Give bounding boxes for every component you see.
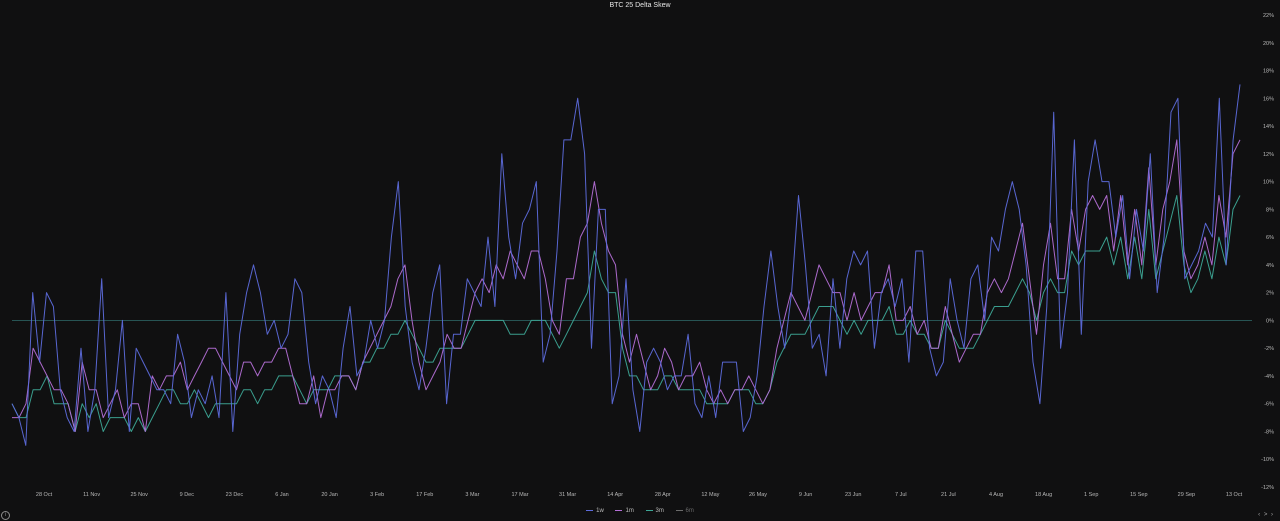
x-tick-label: 25 Nov [130, 492, 148, 498]
legend-label: 1w [596, 507, 604, 514]
y-tick-label: 20% [1263, 41, 1274, 47]
y-tick-label: 12% [1263, 152, 1274, 158]
y-tick-label: 18% [1263, 69, 1274, 75]
x-tick-label: 4 Aug [989, 492, 1003, 498]
y-tick-label: 4% [1266, 263, 1274, 269]
legend-label: 3m [655, 507, 664, 514]
x-tick-label: 11 Nov [83, 492, 100, 498]
x-tick-label: 17 Mar [511, 492, 528, 498]
y-tick-label: -8% [1264, 429, 1274, 435]
legend-item-1m[interactable]: 1m [615, 507, 634, 514]
x-tick-label: 20 Jan [321, 492, 338, 498]
x-tick-label: 18 Aug [1035, 492, 1052, 498]
x-tick-label: 13 Oct [1226, 492, 1243, 498]
x-tick-label: 9 Dec [180, 492, 195, 498]
x-tick-label: 12 May [701, 492, 719, 498]
x-tick-label: 3 Mar [465, 492, 479, 498]
x-tick-label: 1 Sep [1084, 492, 1098, 498]
y-tick-label: -12% [1261, 485, 1274, 491]
x-tick-label: 28 Oct [36, 492, 53, 498]
legend-item-1w[interactable]: 1w [586, 508, 604, 514]
legend-swatch [586, 510, 594, 511]
info-icon[interactable]: i [1, 511, 10, 520]
y-tick-label: 8% [1266, 207, 1274, 213]
x-tick-label: 23 Jun [845, 492, 862, 498]
y-tick-label: 14% [1263, 124, 1274, 130]
y-tick-label: -6% [1264, 402, 1274, 408]
x-tick-label: 23 Dec [226, 492, 244, 498]
series-line-1m [12, 139, 1241, 432]
nav-arrows-icon[interactable]: ‹ > › [1258, 512, 1274, 518]
x-tick-label: 31 Mar [559, 492, 576, 498]
legend-swatch [675, 510, 683, 511]
y-tick-label: 6% [1266, 235, 1274, 241]
legend-item-6m[interactable]: 6m [675, 507, 694, 514]
legend: 1w 1m 3m 6m [0, 507, 1280, 514]
x-tick-label: 9 Jun [799, 492, 812, 498]
x-tick-label: 6 Jan [275, 492, 288, 498]
y-tick-label: -4% [1264, 374, 1274, 380]
y-tick-label: 16% [1263, 96, 1274, 102]
x-tick-label: 26 May [749, 492, 767, 498]
y-tick-label: -10% [1261, 457, 1274, 463]
y-tick-label: 2% [1266, 291, 1274, 297]
x-tick-label: 17 Feb [416, 492, 433, 498]
legend-label: 1m [625, 507, 634, 514]
legend-label: 6m [685, 507, 694, 514]
x-tick-label: 28 Apr [655, 492, 671, 498]
y-tick-label: 22% [1263, 13, 1274, 19]
y-tick-label: 0% [1266, 318, 1274, 324]
legend-item-3m[interactable]: 3m [645, 507, 664, 514]
x-tick-label: 29 Sep [1178, 492, 1195, 498]
x-tick-label: 21 Jul [941, 492, 956, 498]
legend-swatch [645, 510, 653, 511]
legend-swatch [615, 510, 623, 511]
x-tick-label: 7 Jul [895, 492, 907, 498]
y-tick-label: -2% [1264, 346, 1274, 352]
x-tick-label: 3 Feb [370, 492, 384, 498]
series-line-3m [11, 195, 1241, 432]
x-tick-label: 14 Apr [607, 492, 623, 498]
chart-title: BTC 25 Delta Skew [609, 2, 671, 9]
x-tick-label: 15 Sep [1130, 492, 1147, 498]
series-line-1w [11, 84, 1241, 446]
y-tick-label: 10% [1263, 180, 1274, 186]
